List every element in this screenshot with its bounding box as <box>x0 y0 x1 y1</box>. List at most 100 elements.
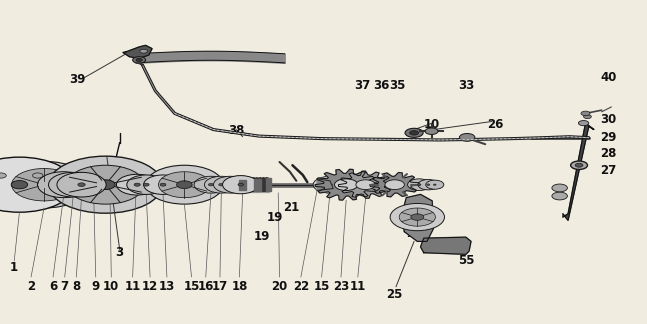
Circle shape <box>12 168 76 201</box>
Circle shape <box>417 184 421 186</box>
Circle shape <box>390 203 444 231</box>
Circle shape <box>575 163 583 167</box>
Text: 35: 35 <box>389 79 406 92</box>
Circle shape <box>160 183 166 186</box>
Text: 24: 24 <box>406 227 422 240</box>
Circle shape <box>49 156 162 213</box>
Text: 11: 11 <box>124 280 141 293</box>
Text: 29: 29 <box>600 131 617 144</box>
Text: 55: 55 <box>457 254 474 267</box>
Text: 13: 13 <box>159 280 175 293</box>
Circle shape <box>552 184 567 192</box>
Text: 1: 1 <box>10 261 18 274</box>
Circle shape <box>159 172 210 198</box>
Circle shape <box>127 175 166 194</box>
Circle shape <box>410 131 419 135</box>
Circle shape <box>584 115 591 119</box>
Bar <box>239 180 246 190</box>
Circle shape <box>96 180 115 190</box>
Circle shape <box>38 172 89 198</box>
Circle shape <box>116 174 158 195</box>
Circle shape <box>194 176 228 193</box>
Text: 19: 19 <box>267 211 283 224</box>
Text: 37: 37 <box>354 79 371 92</box>
Text: 16: 16 <box>197 280 214 293</box>
Circle shape <box>425 128 438 134</box>
Text: 38: 38 <box>228 124 245 137</box>
Circle shape <box>427 184 430 185</box>
Circle shape <box>219 183 224 186</box>
Text: 23: 23 <box>333 280 349 293</box>
Text: 7: 7 <box>61 280 69 293</box>
Circle shape <box>78 183 85 187</box>
Text: 10: 10 <box>424 118 441 131</box>
Text: 33: 33 <box>457 79 474 92</box>
Circle shape <box>38 181 50 188</box>
Text: 39: 39 <box>69 73 86 86</box>
Circle shape <box>581 111 590 116</box>
Text: 20: 20 <box>271 280 288 293</box>
Text: 10: 10 <box>103 280 120 293</box>
Circle shape <box>136 58 142 62</box>
Circle shape <box>578 121 589 126</box>
Circle shape <box>356 180 375 190</box>
Text: 18: 18 <box>231 280 248 293</box>
Circle shape <box>204 176 238 193</box>
Circle shape <box>32 173 43 178</box>
Circle shape <box>0 157 74 212</box>
Text: 36: 36 <box>373 79 390 92</box>
Circle shape <box>426 180 444 189</box>
Circle shape <box>60 183 67 187</box>
Circle shape <box>411 214 424 220</box>
Circle shape <box>433 184 436 185</box>
Bar <box>266 178 271 191</box>
Circle shape <box>238 183 243 186</box>
Circle shape <box>69 183 77 187</box>
Circle shape <box>133 57 146 63</box>
Circle shape <box>11 180 28 189</box>
Text: 6: 6 <box>49 280 57 293</box>
Text: 21: 21 <box>283 201 300 214</box>
Text: 15: 15 <box>183 280 200 293</box>
Circle shape <box>385 180 404 190</box>
Circle shape <box>327 183 333 186</box>
Bar <box>254 179 261 191</box>
Text: 40: 40 <box>600 71 617 84</box>
Circle shape <box>223 176 259 194</box>
Circle shape <box>214 176 247 193</box>
Circle shape <box>177 181 192 189</box>
Circle shape <box>571 161 587 169</box>
Polygon shape <box>370 172 419 197</box>
Circle shape <box>49 172 98 197</box>
Circle shape <box>134 183 140 186</box>
Circle shape <box>399 208 435 226</box>
Polygon shape <box>401 194 433 241</box>
Circle shape <box>405 128 423 137</box>
Circle shape <box>0 161 91 208</box>
Circle shape <box>144 175 182 194</box>
Text: 2: 2 <box>27 280 35 293</box>
Polygon shape <box>421 237 471 254</box>
Circle shape <box>67 165 144 204</box>
Text: 28: 28 <box>600 147 617 160</box>
Circle shape <box>313 176 347 193</box>
Text: 3: 3 <box>116 246 124 259</box>
Polygon shape <box>315 169 377 200</box>
Text: 15: 15 <box>313 280 330 293</box>
Text: 26: 26 <box>487 118 503 131</box>
Text: 30: 30 <box>600 113 617 126</box>
Circle shape <box>334 179 358 191</box>
Circle shape <box>408 179 431 191</box>
Circle shape <box>459 133 475 141</box>
Circle shape <box>0 173 6 178</box>
Text: 25: 25 <box>386 288 403 301</box>
Polygon shape <box>317 179 333 191</box>
Text: 9: 9 <box>92 280 100 293</box>
Circle shape <box>228 183 233 186</box>
Circle shape <box>140 49 148 53</box>
Circle shape <box>208 183 214 186</box>
Text: 11: 11 <box>349 280 366 293</box>
Circle shape <box>418 179 439 190</box>
Text: 17: 17 <box>212 280 228 293</box>
Text: 12: 12 <box>142 280 159 293</box>
